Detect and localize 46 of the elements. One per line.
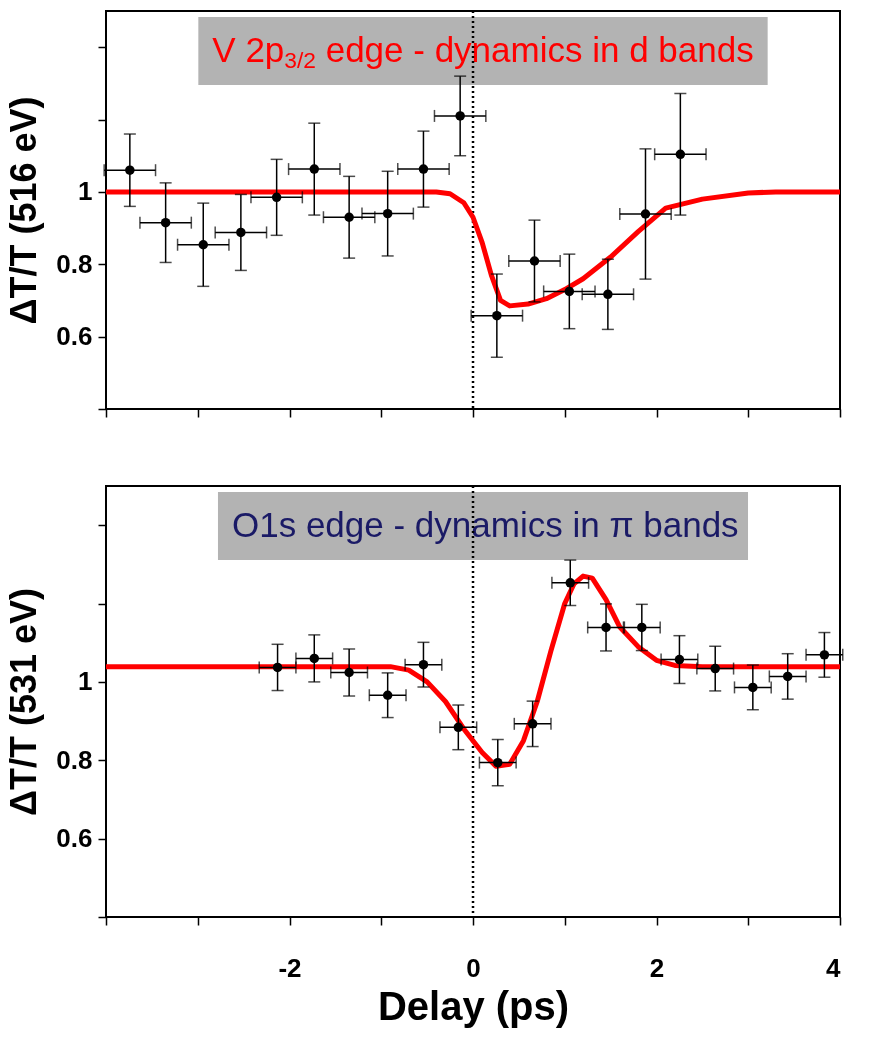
x-tick-label: 4 bbox=[826, 952, 842, 983]
y-tick-label: 1 bbox=[78, 666, 93, 697]
y-tick-label: 0.6 bbox=[56, 321, 93, 352]
point bbox=[675, 149, 686, 160]
y-axis-title: ΔT/T (516 eV) bbox=[3, 96, 45, 325]
point bbox=[344, 212, 354, 222]
point bbox=[125, 165, 135, 175]
y-tick-label: 1 bbox=[78, 176, 93, 207]
point bbox=[455, 111, 465, 121]
point bbox=[309, 653, 320, 664]
point bbox=[453, 722, 464, 733]
point bbox=[236, 227, 246, 238]
x-tick-label: 2 bbox=[649, 952, 665, 983]
x-axis-title: Delay (ps) bbox=[377, 983, 570, 1028]
point bbox=[272, 662, 283, 673]
point bbox=[160, 217, 171, 228]
point bbox=[782, 671, 793, 682]
point bbox=[527, 719, 538, 729]
point bbox=[492, 310, 502, 321]
y-tick-label: 0.6 bbox=[56, 823, 93, 854]
point bbox=[271, 192, 282, 203]
point bbox=[603, 289, 613, 300]
point bbox=[565, 578, 575, 588]
point bbox=[344, 667, 354, 678]
point bbox=[418, 164, 429, 174]
x-tick-label: 0 bbox=[466, 952, 481, 983]
y-tick-label: 0.8 bbox=[56, 744, 93, 775]
point bbox=[640, 209, 651, 219]
y-axis-title: ΔT/T (531 eV) bbox=[3, 588, 45, 816]
point bbox=[564, 286, 575, 297]
y-tick-label: 0.8 bbox=[56, 248, 93, 279]
point bbox=[529, 256, 540, 266]
point bbox=[309, 164, 320, 174]
point bbox=[382, 208, 393, 219]
point bbox=[601, 622, 611, 633]
point bbox=[382, 690, 393, 700]
point bbox=[198, 240, 208, 250]
point bbox=[748, 682, 758, 693]
point bbox=[418, 659, 429, 670]
point bbox=[710, 663, 720, 674]
point bbox=[493, 757, 503, 768]
point bbox=[674, 654, 685, 665]
x-tick-label: -2 bbox=[278, 952, 302, 983]
point bbox=[819, 650, 830, 660]
annotation: O1s edge - dynamics in π bands bbox=[231, 505, 739, 544]
point bbox=[637, 622, 647, 633]
